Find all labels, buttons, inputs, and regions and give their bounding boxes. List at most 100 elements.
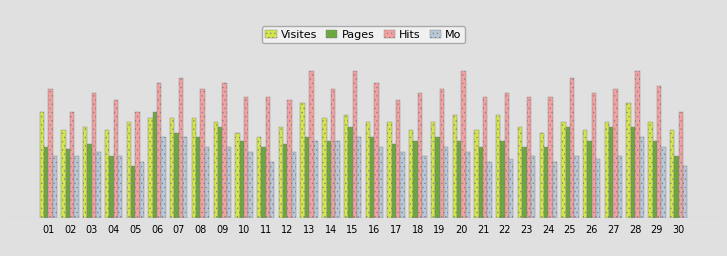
Bar	[618, 156, 622, 218]
Bar	[70, 112, 74, 218]
Bar	[418, 93, 422, 218]
Bar	[348, 127, 353, 218]
Bar	[518, 127, 522, 218]
Bar	[309, 71, 313, 218]
Bar	[283, 144, 287, 218]
Bar	[548, 97, 553, 218]
Bar	[374, 83, 379, 218]
Bar	[487, 162, 491, 218]
Bar	[49, 89, 52, 218]
Bar	[183, 137, 188, 218]
Bar	[174, 133, 179, 218]
Bar	[236, 133, 240, 218]
Bar	[474, 130, 478, 218]
Bar	[683, 166, 687, 218]
Bar	[379, 147, 383, 218]
Bar	[161, 137, 166, 218]
Bar	[435, 137, 440, 218]
Bar	[140, 162, 144, 218]
Bar	[244, 97, 249, 218]
Bar	[322, 118, 326, 218]
Bar	[335, 141, 340, 218]
Bar	[609, 127, 614, 218]
Bar	[261, 147, 265, 218]
Bar	[531, 156, 535, 218]
Bar	[401, 152, 405, 218]
Bar	[675, 156, 678, 218]
Legend: Visites, Pages, Hits, Mo: Visites, Pages, Hits, Mo	[262, 26, 465, 43]
Bar	[574, 156, 579, 218]
Bar	[592, 93, 596, 218]
Bar	[265, 97, 270, 218]
Bar	[670, 130, 675, 218]
Bar	[270, 162, 274, 218]
Bar	[614, 89, 618, 218]
Bar	[431, 122, 435, 218]
Bar	[222, 83, 227, 218]
Bar	[526, 97, 531, 218]
Bar	[331, 89, 335, 218]
Bar	[249, 152, 253, 218]
Bar	[205, 147, 209, 218]
Bar	[453, 115, 457, 218]
Bar	[218, 127, 222, 218]
Bar	[92, 93, 96, 218]
Bar	[196, 137, 201, 218]
Bar	[278, 127, 283, 218]
Bar	[444, 147, 449, 218]
Bar	[496, 115, 500, 218]
Bar	[392, 144, 396, 218]
Bar	[257, 137, 261, 218]
Bar	[227, 147, 231, 218]
Bar	[662, 147, 666, 218]
Bar	[357, 137, 361, 218]
Bar	[96, 152, 100, 218]
Bar	[157, 83, 161, 218]
Bar	[627, 103, 631, 218]
Bar	[539, 133, 544, 218]
Bar	[201, 89, 205, 218]
Bar	[561, 122, 566, 218]
Bar	[344, 115, 348, 218]
Bar	[678, 112, 683, 218]
Bar	[131, 166, 135, 218]
Bar	[553, 162, 557, 218]
Bar	[635, 71, 640, 218]
Bar	[40, 112, 44, 218]
Bar	[214, 122, 218, 218]
Bar	[457, 141, 462, 218]
Bar	[74, 156, 79, 218]
Bar	[483, 97, 487, 218]
Bar	[83, 127, 87, 218]
Bar	[109, 156, 113, 218]
Bar	[422, 156, 427, 218]
Bar	[478, 147, 483, 218]
Bar	[583, 130, 587, 218]
Bar	[170, 118, 174, 218]
Bar	[300, 103, 305, 218]
Bar	[387, 122, 392, 218]
Bar	[605, 122, 609, 218]
Bar	[544, 147, 548, 218]
Bar	[353, 71, 357, 218]
Bar	[153, 112, 157, 218]
Bar	[370, 137, 374, 218]
Bar	[105, 130, 109, 218]
Bar	[657, 86, 662, 218]
Bar	[500, 141, 505, 218]
Bar	[596, 159, 601, 218]
Bar	[366, 122, 370, 218]
Bar	[570, 78, 574, 218]
Bar	[44, 147, 49, 218]
Bar	[148, 118, 153, 218]
Bar	[522, 147, 526, 218]
Bar	[440, 89, 444, 218]
Bar	[566, 127, 570, 218]
Bar	[287, 100, 292, 218]
Bar	[135, 112, 140, 218]
Bar	[179, 78, 183, 218]
Bar	[292, 152, 296, 218]
Bar	[648, 122, 653, 218]
Bar	[313, 141, 318, 218]
Bar	[61, 130, 65, 218]
